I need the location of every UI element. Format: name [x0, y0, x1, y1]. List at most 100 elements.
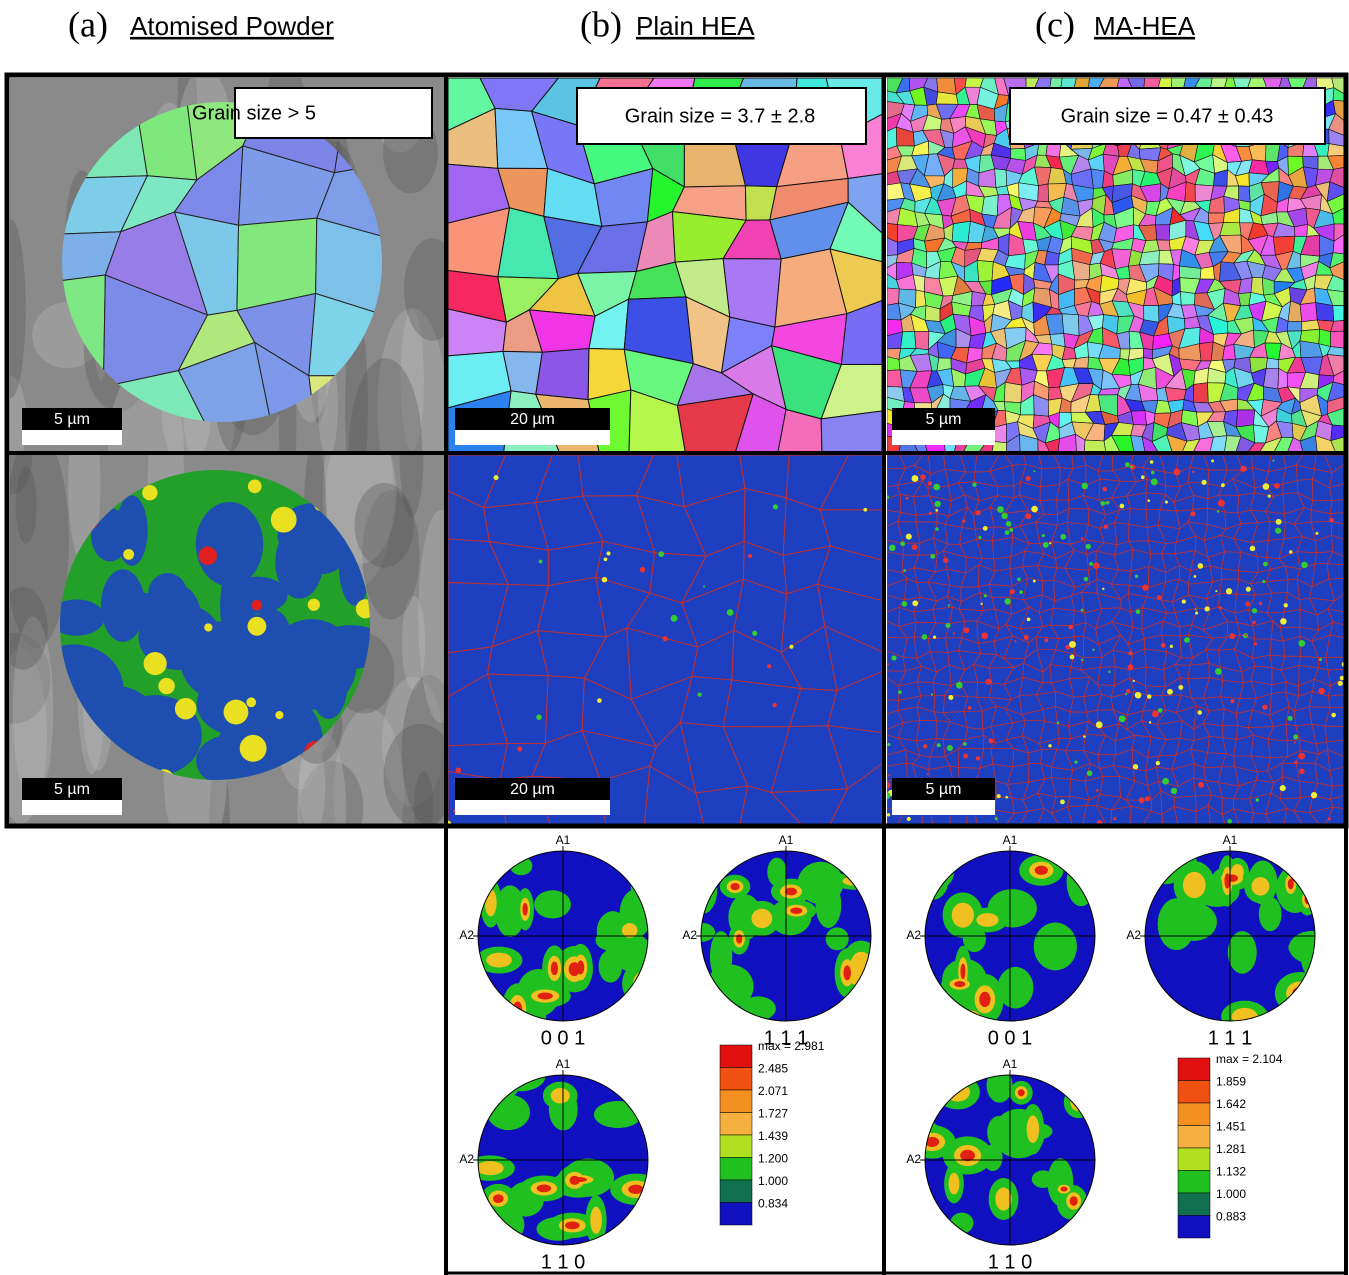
- pf-contour: [852, 851, 871, 868]
- grain: [840, 300, 882, 365]
- pf-contour: [845, 1006, 871, 1021]
- scale-bar-label: 20 µm: [510, 781, 555, 798]
- kam-spot: [1219, 606, 1223, 610]
- kam-spot: [994, 817, 998, 821]
- grain: [1327, 748, 1345, 772]
- pf-contour: [945, 1082, 970, 1102]
- panel-title: MA-HEA: [1094, 11, 1196, 41]
- kam-spot: [920, 474, 926, 480]
- kam-spot: [997, 506, 1004, 513]
- grain: [1195, 805, 1211, 824]
- grain: [1111, 435, 1135, 452]
- grain: [535, 347, 590, 401]
- kam-spot: [955, 681, 963, 689]
- legend-swatch: [1177, 1125, 1211, 1149]
- grain: [1221, 808, 1240, 824]
- pf-contour: [1288, 930, 1315, 964]
- kam-spot: [606, 551, 611, 556]
- kam-spot: [1095, 789, 1099, 792]
- kam-spot: [1244, 634, 1247, 637]
- grain: [1299, 435, 1318, 452]
- grain: [1329, 463, 1345, 489]
- kam-spot: [1150, 478, 1158, 486]
- kam-map: [448, 455, 882, 824]
- kam-spot: [1262, 483, 1270, 490]
- kam-spot: [1005, 521, 1012, 527]
- grain: [827, 725, 882, 790]
- pf-contour: [550, 961, 559, 976]
- kam-spot: [962, 742, 967, 746]
- grain: [1330, 319, 1345, 333]
- kam-spot: [1319, 658, 1323, 662]
- grain: [1327, 668, 1345, 687]
- grain: [1287, 437, 1304, 452]
- pf-contour: [843, 965, 851, 981]
- grain: [1082, 805, 1107, 824]
- grain: [1326, 181, 1345, 203]
- grain: [1326, 739, 1345, 758]
- pf-contour: [628, 1184, 644, 1194]
- legend-label: 1.000: [758, 1174, 788, 1188]
- scale-bar-label: 5 µm: [926, 411, 962, 428]
- panel-letter: (b): [580, 4, 622, 44]
- sem-ridge: [297, 730, 347, 824]
- grain: [1326, 193, 1345, 215]
- kam-spot: [1294, 760, 1298, 764]
- scale-bar: [892, 800, 995, 815]
- kam-spot: [948, 695, 954, 701]
- grain: [1326, 289, 1345, 306]
- grain: [1332, 207, 1345, 225]
- pf-axis-label: A1: [779, 833, 794, 847]
- grain: [1326, 354, 1345, 377]
- kam-spot: [1293, 734, 1299, 740]
- legend-label: max = 2.981: [758, 1039, 825, 1053]
- kam-spot: [1113, 817, 1117, 821]
- panel-title: Plain HEA: [636, 11, 755, 41]
- pf-contour: [484, 889, 497, 917]
- kam-spot: [952, 632, 955, 635]
- kam-blob: [60, 599, 105, 636]
- kam-spot: [1204, 606, 1210, 612]
- grain-size-label: Grain size = 3.7 ± 2.8: [625, 105, 816, 127]
- grain: [1263, 367, 1280, 390]
- grain: [1259, 436, 1283, 452]
- grain: [1138, 250, 1160, 266]
- kam-spot: [1049, 542, 1052, 545]
- kam-spot: [1198, 781, 1205, 788]
- legend-swatch: [1177, 1147, 1211, 1171]
- kam-blob: [195, 501, 264, 587]
- kam-spot: [1095, 721, 1103, 729]
- grain-size-box: [576, 87, 867, 145]
- pf-contour: [613, 933, 648, 973]
- grain: [1329, 499, 1345, 515]
- grain: [1006, 433, 1021, 452]
- grain: [1067, 805, 1087, 824]
- sem-ridge: [10, 455, 69, 648]
- grain: [1250, 812, 1271, 824]
- kam-spot: [934, 500, 941, 508]
- grain: [1273, 436, 1294, 452]
- kam-spot: [932, 635, 937, 639]
- grain: [1328, 128, 1345, 147]
- kam-spot: [1298, 752, 1306, 760]
- kam-spot: [455, 767, 462, 773]
- legend-label: 0.883: [1216, 1210, 1246, 1224]
- scale-bar-label-box: [22, 408, 122, 430]
- grain: [1235, 436, 1256, 452]
- pf-axis-label: A2: [682, 928, 697, 942]
- legend-swatch: [1177, 1170, 1211, 1194]
- grain: [1238, 185, 1251, 203]
- grain: [827, 671, 882, 733]
- grain: [1180, 291, 1196, 306]
- pf-contour: [979, 991, 991, 1008]
- legend-swatch: [719, 1067, 753, 1091]
- pf-contour: [842, 851, 871, 877]
- scale-bar-label: 20 µm: [510, 411, 555, 428]
- grain: [1325, 656, 1345, 671]
- kam-spot: [1331, 712, 1336, 718]
- kam-spot: [1195, 611, 1199, 615]
- grain: [887, 287, 900, 306]
- kam-spot: [905, 496, 909, 500]
- kam-spot: [1249, 545, 1256, 552]
- grain: [1329, 621, 1345, 639]
